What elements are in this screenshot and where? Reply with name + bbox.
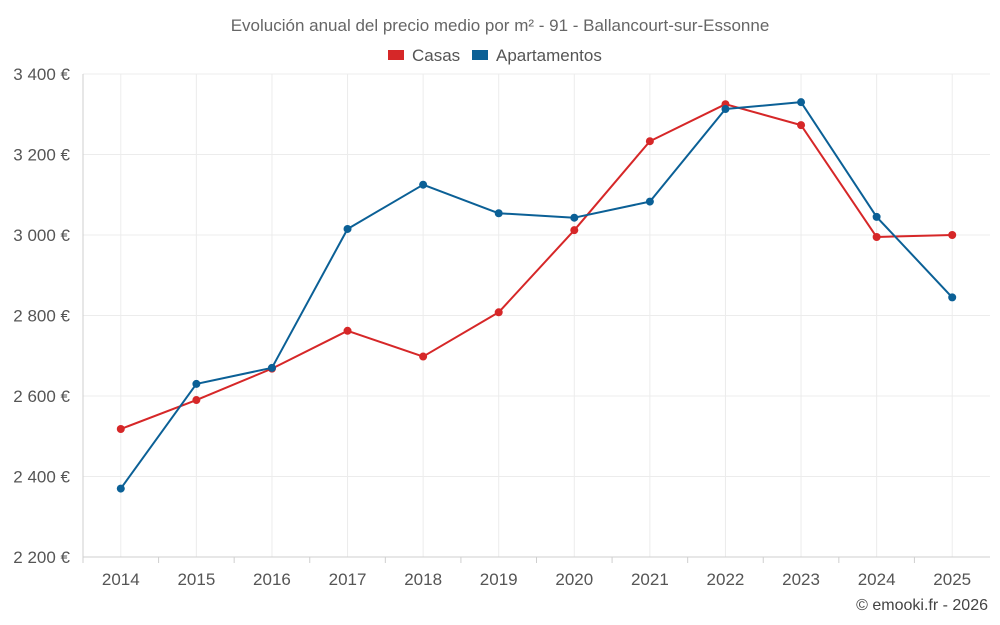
legend-label-casas[interactable]: Casas	[412, 46, 460, 65]
data-point-apartamentos[interactable]	[494, 209, 503, 218]
data-point-apartamentos[interactable]	[192, 379, 201, 388]
y-tick-label: 3 000 €	[13, 226, 70, 245]
x-tick-label: 2020	[555, 570, 593, 589]
data-point-apartamentos[interactable]	[343, 224, 352, 233]
y-tick-label: 2 800 €	[13, 307, 70, 326]
data-point-casas[interactable]	[419, 352, 428, 361]
data-point-apartamentos[interactable]	[116, 484, 125, 493]
y-tick-labels: 2 200 € 2 400 € 2 600 € 2 800 € 3 000 € 3 200…	[13, 65, 70, 567]
x-tick-labels: 2014 2015 2016 2017 2018 2019 2020 2021 2022 2023…	[102, 570, 971, 589]
legend: Casas Apartamentos	[388, 46, 602, 65]
axes	[82, 74, 990, 563]
data-point-apartamentos[interactable]	[267, 363, 276, 372]
series-line-apartamentos	[119, 101, 953, 490]
x-tick-label: 2016	[253, 570, 291, 589]
data-point-apartamentos[interactable]	[948, 293, 957, 302]
data-point-apartamentos[interactable]	[570, 213, 579, 222]
legend-swatch-casas	[388, 50, 404, 60]
data-point-casas[interactable]	[797, 121, 806, 130]
y-tick-label: 2 600 €	[13, 387, 70, 406]
data-point-apartamentos[interactable]	[721, 105, 730, 114]
series-casas	[116, 100, 957, 434]
x-tick-label: 2019	[480, 570, 518, 589]
legend-label-apartamentos[interactable]: Apartamentos	[496, 46, 602, 65]
data-point-casas[interactable]	[645, 137, 654, 146]
y-tick-label: 2 400 €	[13, 468, 70, 487]
data-point-apartamentos[interactable]	[797, 98, 806, 107]
data-point-casas[interactable]	[872, 233, 881, 242]
chart-title: Evolución anual del precio medio por m² …	[231, 16, 770, 35]
data-point-casas[interactable]	[116, 425, 125, 434]
data-point-casas[interactable]	[192, 396, 201, 405]
x-tick-label: 2021	[631, 570, 669, 589]
x-tick-label: 2018	[404, 570, 442, 589]
data-point-casas[interactable]	[570, 226, 579, 235]
legend-swatch-apartamentos	[472, 50, 488, 60]
series-apartamentos	[116, 98, 957, 493]
x-tick-label: 2014	[102, 570, 140, 589]
data-point-casas[interactable]	[948, 231, 957, 239]
data-point-casas[interactable]	[494, 308, 503, 317]
grid	[83, 73, 990, 557]
series	[116, 98, 957, 493]
credit-text: © emooki.fr - 2026	[856, 597, 988, 614]
y-tick-label: 3 400 €	[13, 65, 70, 84]
x-tick-label: 2023	[782, 570, 820, 589]
x-tick-label: 2025	[933, 570, 971, 589]
data-point-apartamentos[interactable]	[419, 180, 428, 189]
x-tick-label: 2022	[707, 570, 745, 589]
y-tick-label: 3 200 €	[13, 146, 70, 165]
x-tick-label: 2015	[177, 570, 215, 589]
data-point-casas[interactable]	[343, 326, 352, 335]
data-point-apartamentos[interactable]	[645, 197, 654, 206]
series-line-casas	[120, 103, 953, 430]
x-tick-label: 2017	[329, 570, 367, 589]
y-tick-label: 2 200 €	[13, 548, 70, 567]
data-point-apartamentos[interactable]	[872, 212, 881, 221]
x-tick-label: 2024	[858, 570, 896, 589]
